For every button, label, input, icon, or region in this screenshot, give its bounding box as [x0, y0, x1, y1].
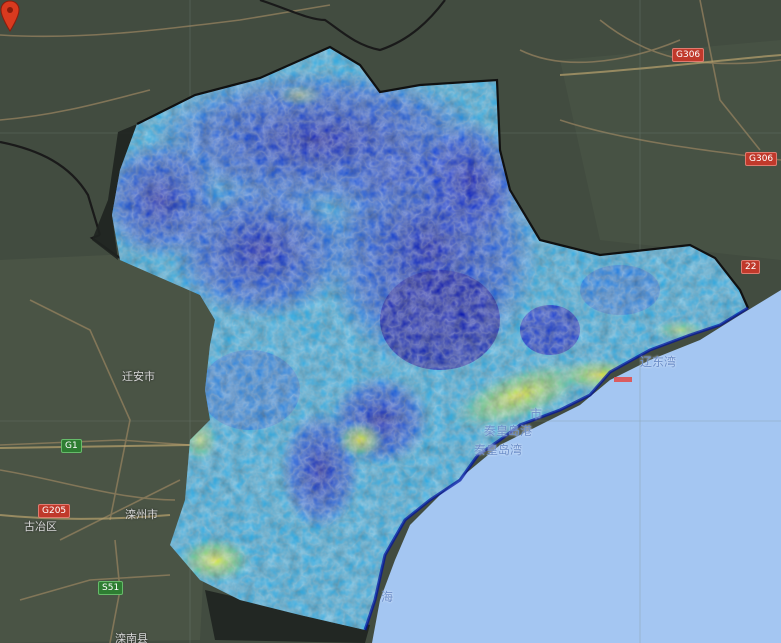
label-liaodong-bay: 辽东湾 [640, 355, 677, 369]
label-city-suffix: 市 [530, 407, 543, 421]
label-luannan: 滦南县 [115, 632, 148, 643]
shield-g306-a: G306 [672, 48, 705, 62]
shield-g1: G1 [61, 439, 82, 453]
label-guye: 古冶区 [24, 520, 57, 533]
sea [372, 290, 781, 643]
shield-g205: G205 [38, 504, 71, 518]
label-qhd-port: 秦皇岛港 [484, 424, 533, 438]
map-pin-icon[interactable] [0, 0, 20, 32]
label-qian-an: 迁安市 [122, 370, 155, 383]
shield-road-22: 22 [741, 260, 761, 274]
label-qhd-bay: 秦皇岛湾 [474, 443, 523, 457]
shield-s51: S51 [98, 581, 124, 595]
label-luanzhou: 滦州市 [125, 508, 158, 521]
shield-g306-b: G306 [745, 152, 778, 166]
label-hai: 海 [381, 590, 394, 604]
